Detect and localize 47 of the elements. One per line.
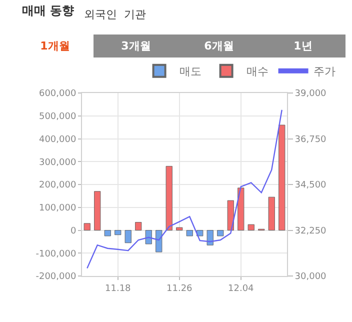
bar xyxy=(206,230,214,246)
y2-tick-label: 39,000 xyxy=(294,89,327,100)
line-series xyxy=(86,109,282,269)
y-tick-label: 600,000 xyxy=(38,89,76,100)
bar xyxy=(278,124,286,230)
y-tick-label: 100,000 xyxy=(38,204,76,214)
y2-tick-label: 34,500 xyxy=(294,180,327,191)
bar xyxy=(145,230,152,244)
bar xyxy=(268,196,275,230)
bar xyxy=(114,230,122,236)
bar xyxy=(84,223,90,230)
bar xyxy=(104,230,111,236)
text: 기관 xyxy=(124,8,146,21)
bar xyxy=(238,188,244,230)
bar xyxy=(135,222,142,230)
x-tick-label: 12.04 xyxy=(228,284,254,294)
chart-title: 매매 동향 xyxy=(22,3,74,18)
bar xyxy=(166,166,172,230)
x-tick-label: 11.26 xyxy=(166,284,193,294)
bar xyxy=(248,224,254,230)
bar xyxy=(124,230,132,244)
y2-tick-label: 36,750 xyxy=(294,134,327,145)
y-tick-label: -200,000 xyxy=(36,272,76,282)
bar xyxy=(217,230,224,236)
text: 외국인 xyxy=(84,8,117,21)
bar xyxy=(156,230,162,252)
text: 1년 xyxy=(294,40,312,52)
bar xyxy=(196,230,204,236)
x-tick-label: 11.18 xyxy=(104,284,132,294)
text: 3개월 xyxy=(121,40,151,52)
y-tick-label: -100,000 xyxy=(36,249,76,260)
bar xyxy=(94,191,101,230)
y-tick-label: 500,000 xyxy=(38,112,76,122)
y-tick-label: 0 xyxy=(70,226,76,236)
legend-label: 매수 xyxy=(246,65,268,78)
legend-label: 주가 xyxy=(313,65,336,78)
y-tick-label: 200,000 xyxy=(38,180,76,191)
bar xyxy=(186,230,193,236)
y2-tick-label: 30,000 xyxy=(294,272,327,282)
y-tick-label: 300,000 xyxy=(38,158,76,168)
bar xyxy=(227,200,234,230)
y-tick-label: 400,000 xyxy=(38,134,76,145)
legend-label: 매도 xyxy=(179,65,202,78)
text: 1개월 xyxy=(40,40,70,52)
bar xyxy=(176,227,183,230)
y2-tick-label: 32,250 xyxy=(294,226,327,236)
text: 6개월 xyxy=(204,40,234,52)
